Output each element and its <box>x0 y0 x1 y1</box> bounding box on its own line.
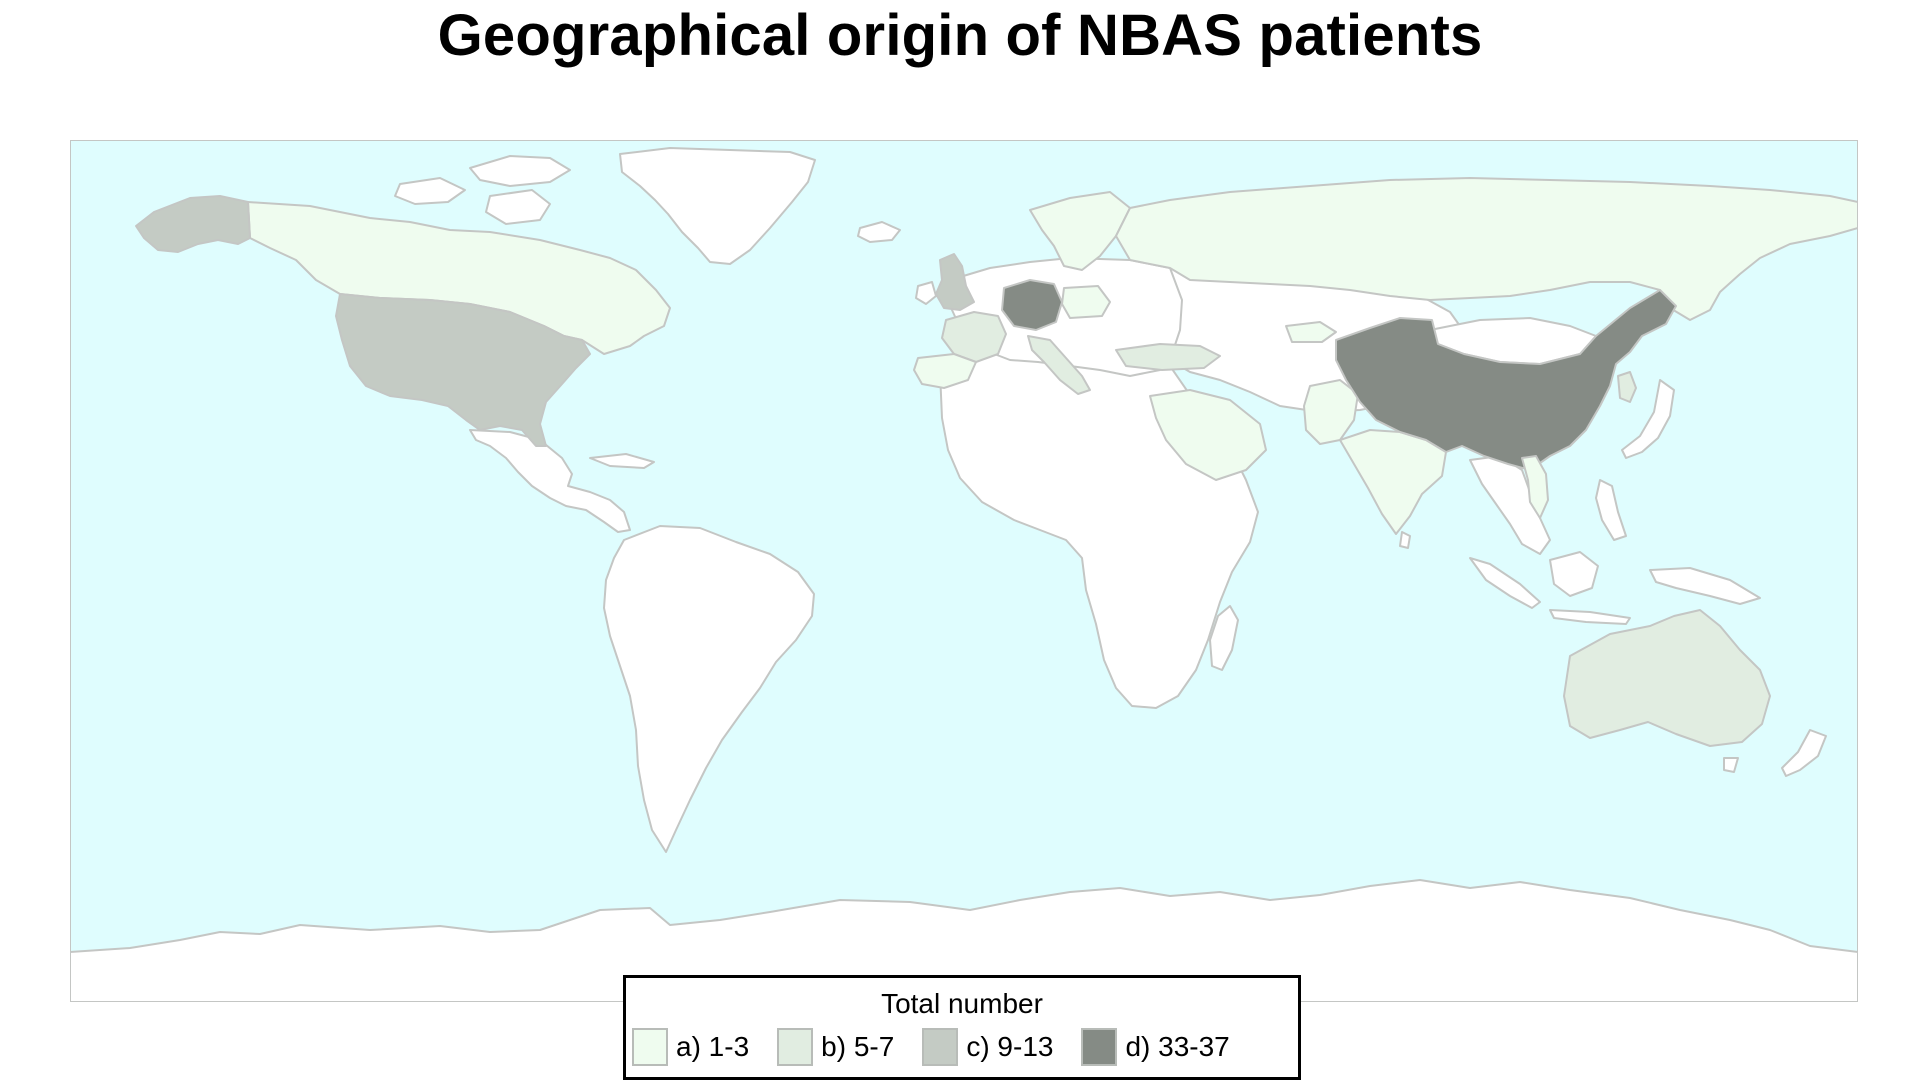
legend-label-d: d) 33-37 <box>1125 1031 1230 1062</box>
russia <box>1115 177 1858 321</box>
legend-item-b: b) 5-7 <box>777 1028 894 1066</box>
legend-swatch-b <box>777 1028 814 1066</box>
united-states <box>335 293 591 447</box>
map-legend: Total number a) 1-3 b) 5-7 c) 9-13 d) 33… <box>623 975 1301 1080</box>
germany <box>1001 279 1063 331</box>
legend-item-a: a) 1-3 <box>632 1028 749 1066</box>
china <box>1335 289 1677 471</box>
saudi-arabia <box>1149 389 1267 481</box>
legend-swatch-d <box>1081 1028 1118 1066</box>
legend-item-c: c) 9-13 <box>922 1028 1053 1066</box>
scandinavia <box>1029 191 1131 271</box>
cuba <box>589 453 655 469</box>
france <box>941 311 1007 363</box>
arctic-island-2 <box>394 177 466 205</box>
new-zealand <box>1781 729 1827 777</box>
legend-label-a: a) 1-3 <box>676 1031 750 1062</box>
sri-lanka <box>1399 531 1411 549</box>
sumatra <box>1469 557 1541 609</box>
ireland <box>915 281 937 305</box>
tasmania <box>1723 757 1739 773</box>
vietnam <box>1521 455 1549 519</box>
legend-items: a) 1-3 b) 5-7 c) 9-13 d) 33-37 <box>632 1028 1230 1066</box>
turkey <box>1115 343 1221 371</box>
united-kingdom <box>935 253 975 311</box>
canada <box>247 201 671 355</box>
legend-swatch-a <box>632 1028 668 1066</box>
iceland <box>857 221 901 243</box>
alaska <box>135 195 251 253</box>
legend-title: Total number <box>881 988 1043 1019</box>
mexico-central-america <box>469 429 631 533</box>
kyrgyzstan <box>1285 321 1337 343</box>
south-korea <box>1617 371 1637 403</box>
south-america <box>603 525 815 853</box>
borneo <box>1549 551 1599 597</box>
world-map <box>70 140 1858 1002</box>
java <box>1549 609 1631 625</box>
arctic-island-1 <box>469 155 571 187</box>
legend-label-c: c) 9-13 <box>966 1031 1054 1062</box>
spain <box>913 353 977 389</box>
italy <box>1027 335 1091 395</box>
legend-item-d: d) 33-37 <box>1081 1028 1230 1066</box>
arctic-island-3 <box>485 189 551 225</box>
japan <box>1621 379 1675 459</box>
new-guinea <box>1649 567 1761 605</box>
antarctica <box>70 879 1858 1002</box>
map-title: Geographical origin of NBAS patients <box>437 3 1483 68</box>
legend-swatch-c <box>922 1028 959 1066</box>
legend-label-b: b) 5-7 <box>821 1031 895 1062</box>
greenland <box>619 147 816 265</box>
philippines <box>1595 479 1627 541</box>
poland <box>1061 285 1111 319</box>
australia <box>1563 609 1771 747</box>
madagascar <box>1209 605 1239 671</box>
